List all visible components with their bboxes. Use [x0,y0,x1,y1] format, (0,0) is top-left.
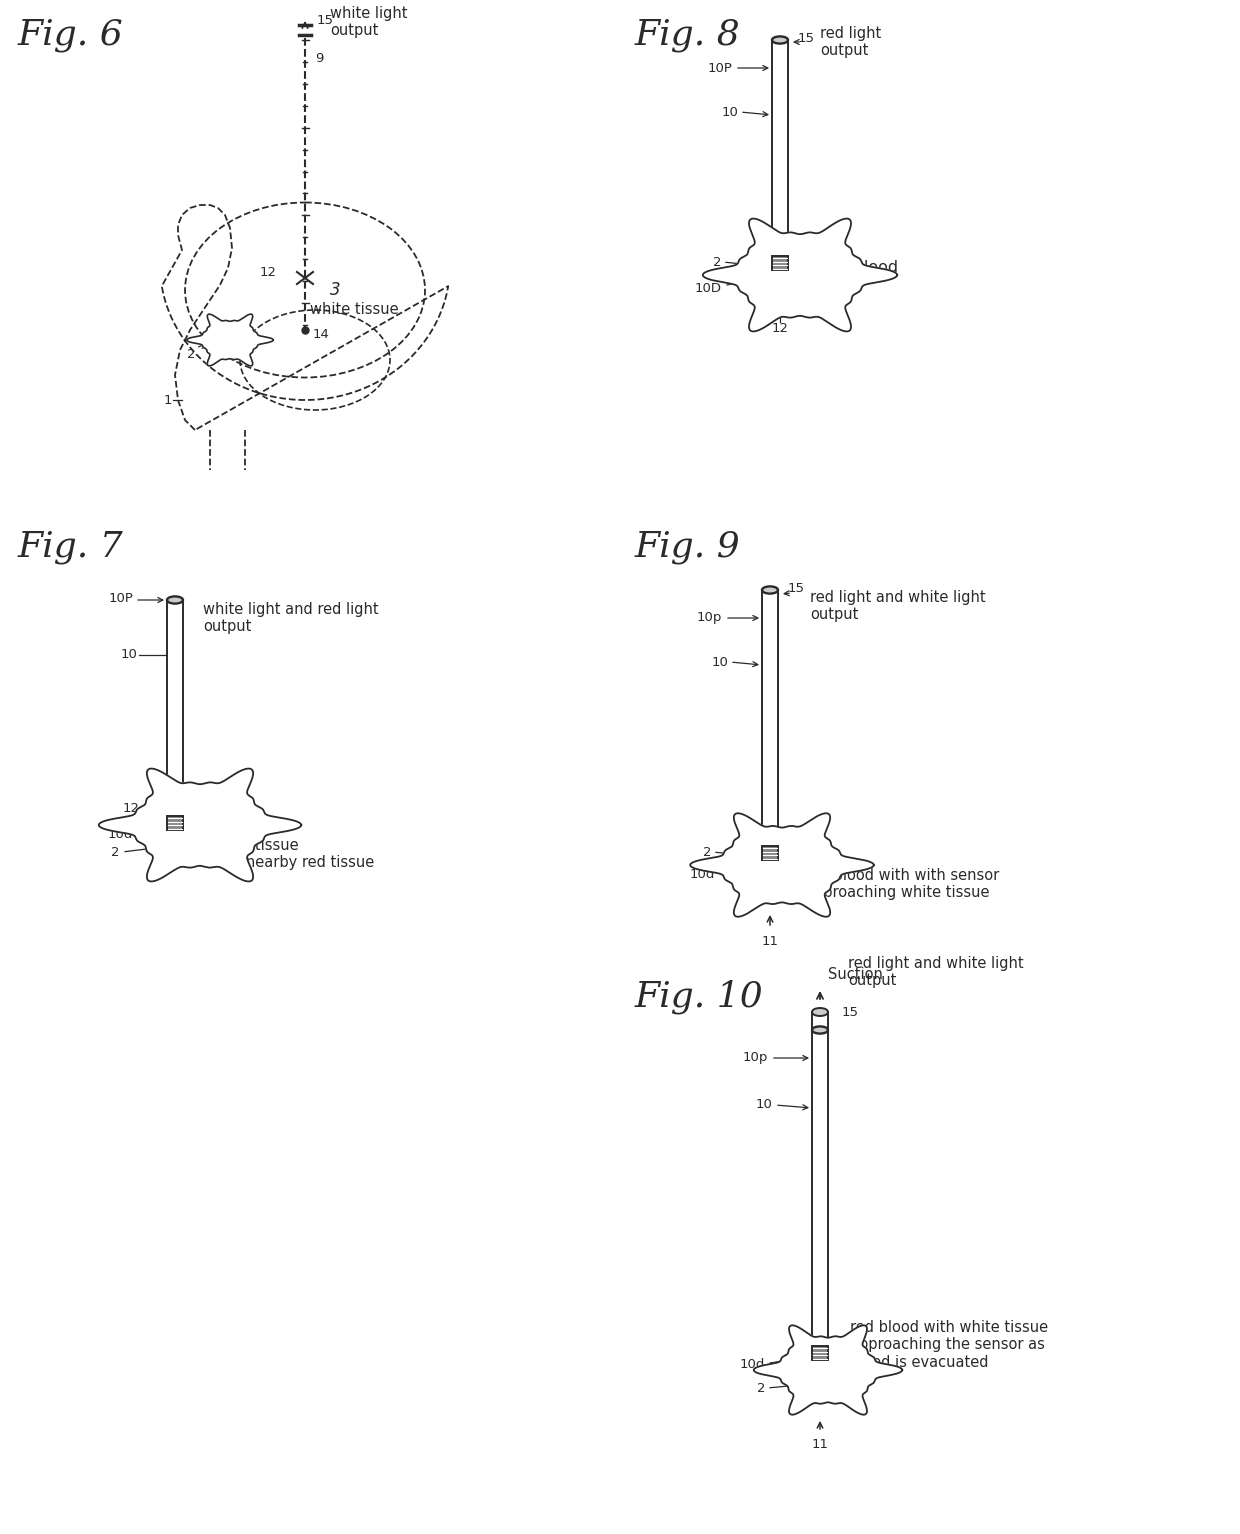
Text: white light
output: white light output [330,6,408,38]
Text: 10p: 10p [697,612,722,624]
Polygon shape [187,314,273,367]
Ellipse shape [167,597,184,603]
Text: red blood with white tissue
approaching the sensor as
blood is evacuated: red blood with white tissue approaching … [849,1319,1048,1370]
Text: 10d: 10d [108,828,133,842]
Text: 10p: 10p [743,1051,768,1065]
Text: 10: 10 [120,649,136,661]
Text: 2: 2 [703,845,712,859]
Text: 15: 15 [842,1005,859,1019]
Ellipse shape [763,586,777,594]
Text: 3: 3 [330,281,341,299]
Bar [167,816,184,830]
Text: Fig. 10: Fig. 10 [635,980,764,1014]
Text: 10: 10 [711,655,728,669]
Text: Suction: Suction [828,966,883,982]
Text: Fig. 6: Fig. 6 [19,18,124,52]
Ellipse shape [773,37,787,43]
Text: 2: 2 [186,348,195,362]
Text: red light
output: red light output [820,26,882,58]
Polygon shape [691,813,874,917]
Polygon shape [754,1325,903,1414]
Bar [773,40,787,270]
Text: Red blood: Red blood [818,261,898,276]
Polygon shape [703,218,898,331]
Bar [812,1029,828,1361]
Text: 15: 15 [799,32,815,44]
Text: 10P: 10P [707,61,732,75]
Text: 2: 2 [112,845,120,859]
Text: 11: 11 [811,1437,828,1451]
Text: 15: 15 [317,14,334,26]
Text: 10: 10 [755,1098,773,1112]
Bar [773,256,787,270]
Bar [763,591,777,861]
Text: Fig. 9: Fig. 9 [635,531,740,565]
Text: red light and white light
output: red light and white light output [848,956,1024,988]
Text: 12: 12 [123,801,140,815]
Text: 15: 15 [787,581,805,595]
Text: 11: 11 [761,936,779,948]
Text: 12: 12 [771,322,789,334]
Bar [812,1345,828,1361]
Text: Fig. 7: Fig. 7 [19,531,124,565]
Ellipse shape [812,1008,828,1016]
Text: 10d: 10d [689,868,715,882]
Ellipse shape [812,1026,828,1034]
Text: 10: 10 [722,106,738,118]
Text: red light and white light
output: red light and white light output [810,591,986,623]
Text: white light and red light
output: white light and red light output [203,601,378,635]
Text: 12: 12 [260,267,277,279]
Text: 10P: 10P [108,592,133,604]
Text: red blood with with sensor
approaching white tissue: red blood with with sensor approaching w… [805,868,999,900]
Text: white tissue
with nearby red tissue: white tissue with nearby red tissue [210,838,374,870]
Text: 2: 2 [713,256,722,268]
Text: 10D: 10D [694,282,722,295]
Text: 9: 9 [315,52,324,64]
Text: 10d: 10d [739,1359,765,1371]
Bar [167,600,184,830]
Bar [763,845,777,861]
Text: white tissue: white tissue [310,302,398,318]
Text: Fig. 8: Fig. 8 [635,18,740,52]
Text: 1: 1 [164,394,172,407]
Polygon shape [99,769,301,882]
Text: 14: 14 [312,328,330,342]
Text: 2: 2 [756,1382,765,1394]
